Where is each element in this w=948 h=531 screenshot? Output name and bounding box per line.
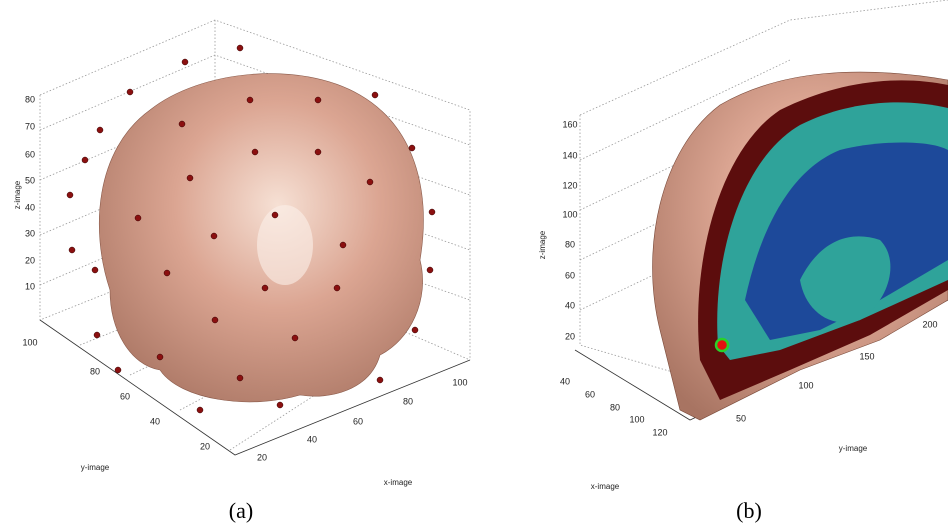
z-tick-label: 60: [565, 270, 575, 280]
x-tick-label: 60: [585, 389, 595, 399]
x-tick-label: 80: [403, 396, 413, 406]
x-axis-label: x-image: [591, 482, 620, 491]
z-tick-label: 20: [25, 255, 35, 265]
caption: (a): [229, 498, 253, 523]
z-tick-label: 160: [562, 119, 577, 129]
y-tick-label: 150: [859, 351, 874, 361]
y-tick-label: 60: [120, 391, 130, 401]
z-tick-label: 30: [25, 228, 35, 238]
y-axis-label: y-image: [81, 463, 110, 472]
z-axis-label: z-image: [538, 230, 547, 259]
x-tick-label: 40: [307, 434, 317, 444]
z-tick-label: 120: [562, 180, 577, 190]
z-tick-label: 20: [565, 331, 575, 341]
z-tick-label: 40: [565, 300, 575, 310]
y-tick-label: 50: [736, 413, 746, 423]
y-tick-label: 200: [922, 319, 937, 329]
figure: 80 70 60 50 40 30 20 10 100 80 60 40 20 20 40 60 80 100 z-…: [0, 0, 948, 531]
z-tick-label: 50: [25, 175, 35, 185]
y-tick-label: 100: [22, 337, 37, 347]
head: [99, 74, 423, 402]
z-tick-label: 80: [25, 94, 35, 104]
z-tick-label: 40: [25, 202, 35, 212]
y-tick-label: 40: [150, 416, 160, 426]
x-tick-label: 120: [652, 427, 667, 437]
z-axis-label: z-image: [13, 180, 22, 209]
z-tick-label: 60: [25, 149, 35, 159]
x-tick-label: 100: [452, 377, 467, 387]
y-tick-label: 100: [798, 380, 813, 390]
y-axis-label: y-image: [839, 444, 868, 453]
z-tick-label: 140: [562, 150, 577, 160]
x-axis-label: x-image: [384, 478, 413, 487]
brain-slice: [653, 72, 948, 420]
y-tick-label: 80: [90, 366, 100, 376]
x-tick-label: 40: [560, 376, 570, 386]
x-tick-label: 60: [353, 416, 363, 426]
caption: (b): [736, 498, 762, 523]
z-tick-label: 100: [562, 209, 577, 219]
x-tick-label: 100: [629, 414, 644, 424]
x-tick-label: 20: [257, 452, 267, 462]
z-tick-label: 80: [565, 239, 575, 249]
z-tick-label: 10: [25, 281, 35, 291]
z-tick-label: 70: [25, 121, 35, 131]
y-tick-label: 20: [200, 441, 210, 451]
x-tick-label: 80: [610, 402, 620, 412]
